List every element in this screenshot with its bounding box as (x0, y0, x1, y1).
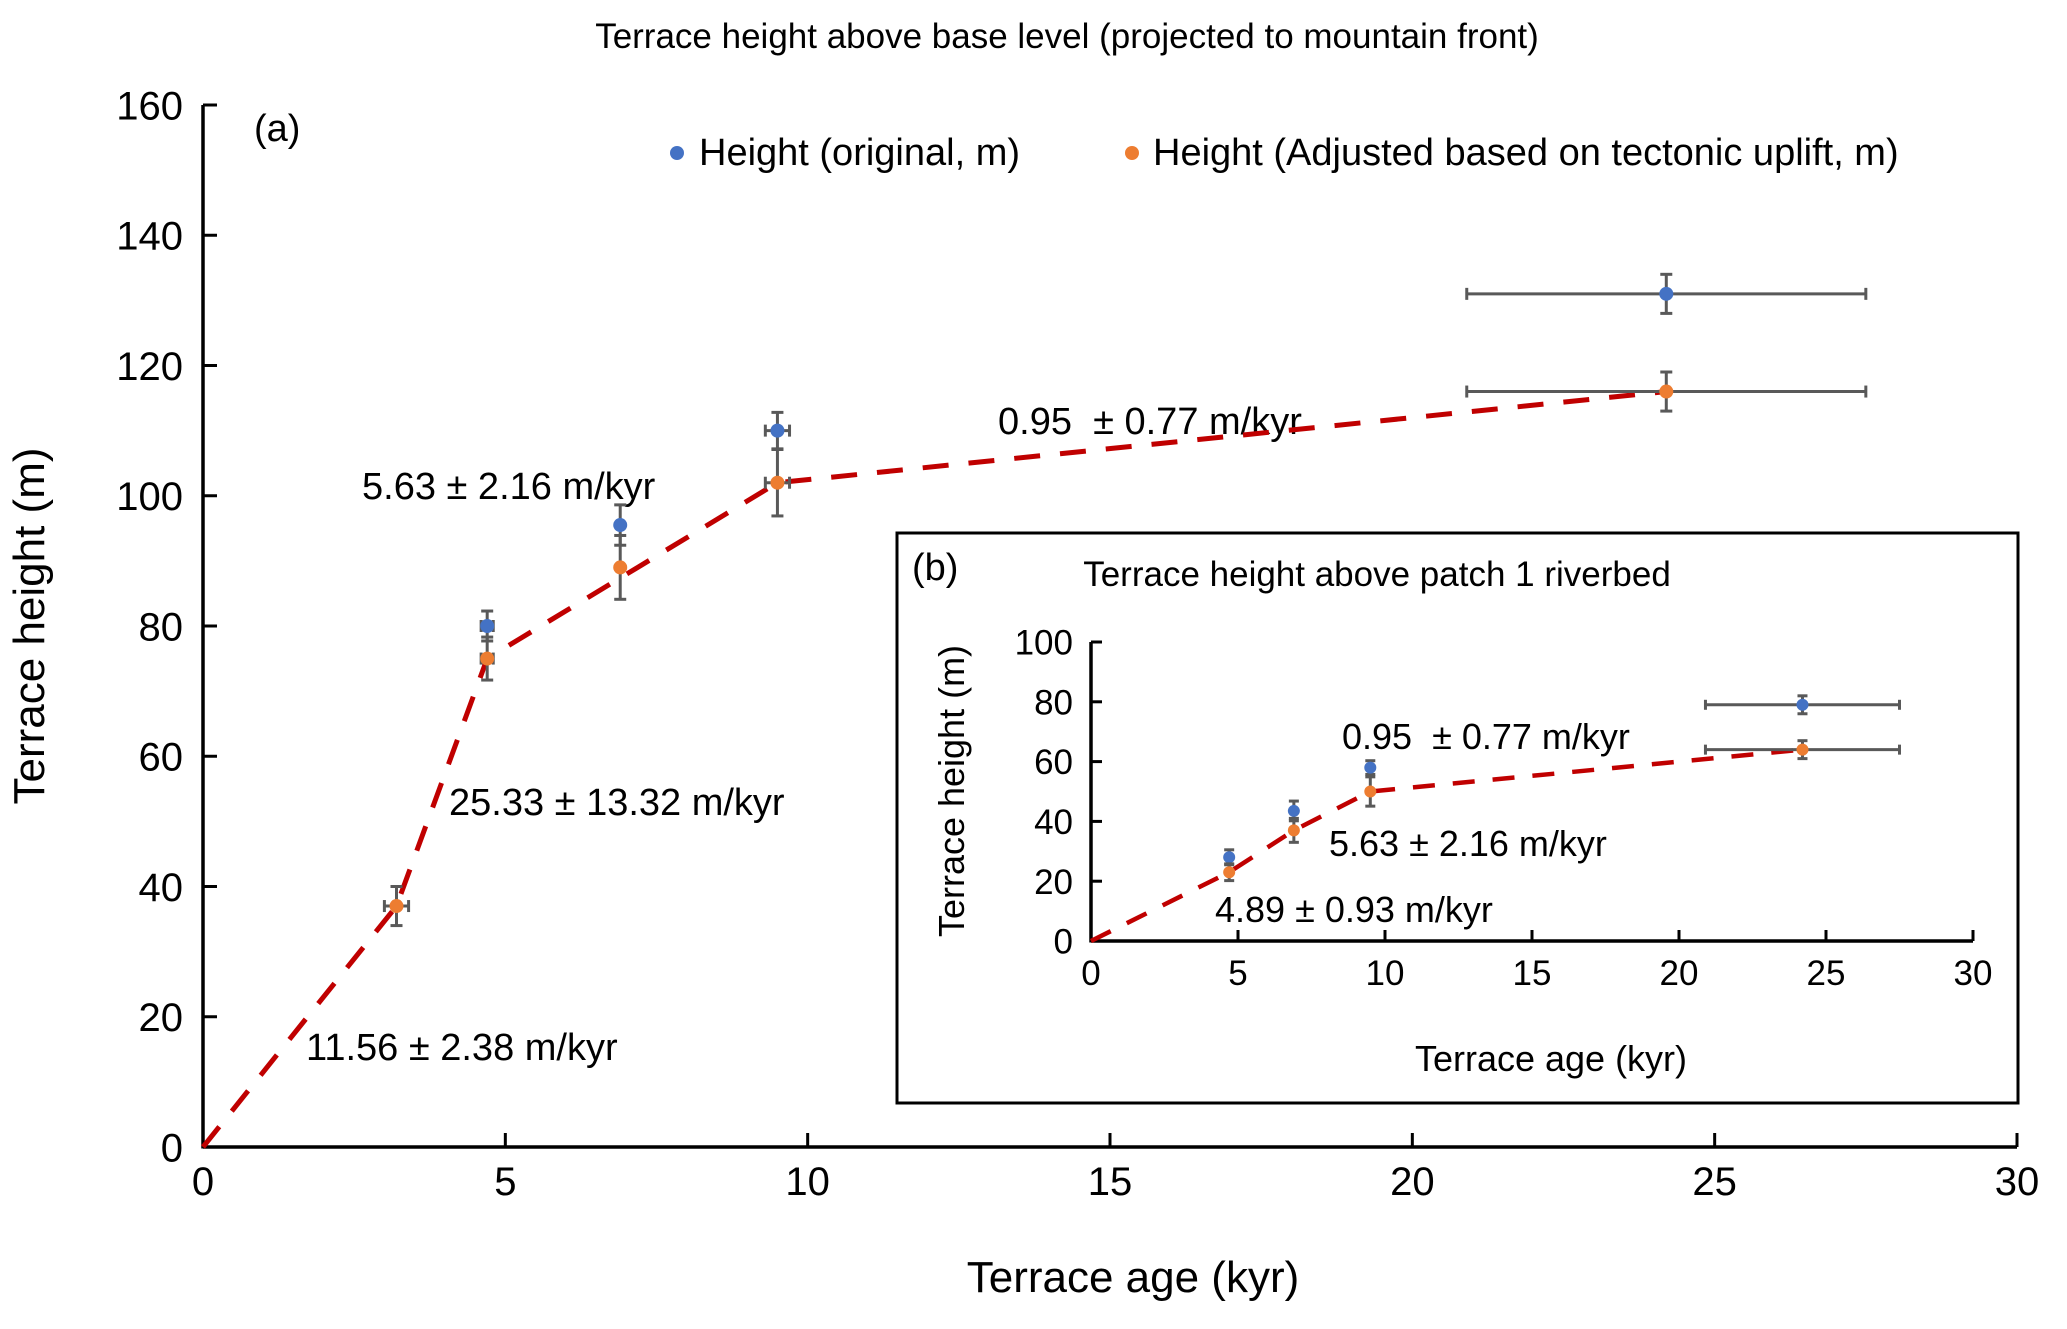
panel-label-b: (b) (912, 547, 958, 589)
y-tick-label-a: 120 (116, 345, 183, 389)
rate-annotation-b-1: 5.63 ± 2.16 m/kyr (1329, 823, 1607, 864)
legend-label-original: Height (original, m) (699, 132, 1020, 174)
data-point-original (770, 423, 785, 438)
rate-annotation-b-2: 4.89 ± 0.93 m/kyr (1215, 889, 1493, 930)
x-tick-label-a: 15 (1088, 1160, 1133, 1204)
trend-segment-b (1089, 747, 1803, 944)
data-point-adjusted (1287, 824, 1300, 837)
panel-label-a: (a) (254, 108, 300, 150)
rate-annotation-a-0: 11.56 ± 2.38 m/kyr (306, 1027, 618, 1069)
data-point-original (1223, 851, 1236, 864)
data-point-adjusted (480, 651, 495, 666)
chart-title-b: Terrace height above patch 1 riverbed (1083, 555, 1671, 594)
trend-line-b (1089, 747, 1803, 944)
axes-b: 0 5 10 15 20 25 30 0 20 40 60 80 100 (1015, 624, 1993, 993)
y-tick-label-a: 60 (139, 736, 184, 780)
data-point-original (613, 518, 628, 533)
x-tick-label-b: 5 (1228, 954, 1247, 993)
y-tick-label-b: 60 (1034, 743, 1073, 782)
x-tick-label-b: 30 (1954, 954, 1993, 993)
x-tick-label-b: 25 (1807, 954, 1846, 993)
y-tick-label-a: 100 (116, 475, 183, 519)
y-tick-label-a: 0 (161, 1126, 183, 1170)
y-tick-label-a: 140 (116, 215, 183, 259)
x-tick-label-b: 20 (1660, 954, 1699, 993)
y-tick-label-b: 0 (1054, 923, 1073, 962)
data-point-adjusted (1659, 384, 1674, 399)
y-tick-label-b: 20 (1034, 863, 1073, 902)
data-point-adjusted (770, 475, 785, 490)
y-tick-label-a: 80 (139, 605, 184, 649)
data-point-adjusted (613, 560, 628, 575)
x-tick-label-a: 5 (494, 1160, 516, 1204)
data-point-original (1659, 286, 1674, 301)
y-tick-label-b: 100 (1015, 624, 1073, 663)
y-tick-label-a: 20 (139, 996, 184, 1040)
legend-label-adjusted: Height (Adjusted based on tectonic uplif… (1153, 132, 1899, 174)
chart-title-a: Terrace height above base level (project… (595, 17, 1539, 56)
data-points-a (382, 272, 1868, 928)
y-tick-label-a: 40 (139, 866, 184, 910)
data-point-adjusted (1796, 743, 1809, 756)
inset-frame (895, 531, 2020, 1105)
y-axis-label-b: Terrace height (m) (931, 645, 972, 937)
data-point-adjusted (1364, 785, 1377, 798)
rate-annotation-a-3: 0.95 ± 0.77 m/kyr (998, 401, 1302, 443)
rate-annotation-a-2: 5.63 ± 2.16 m/kyr (362, 466, 656, 508)
x-tick-label-b: 10 (1366, 954, 1405, 993)
rate-annotation-b-0: 0.95 ± 0.77 m/kyr (1342, 716, 1630, 757)
data-points-b (1223, 694, 1901, 883)
data-point-original (480, 619, 495, 633)
y-axis-label-a: Terrace height (m) (5, 447, 54, 804)
x-tick-label-b: 0 (1081, 954, 1100, 993)
y-tick-label-a: 160 (116, 84, 183, 128)
x-tick-label-a: 0 (192, 1160, 214, 1204)
data-point-adjusted (1223, 866, 1236, 879)
y-tick-label-b: 80 (1034, 683, 1073, 722)
data-point-original (1364, 761, 1377, 774)
legend-marker-original (670, 146, 684, 160)
data-point-original (1287, 804, 1300, 817)
x-axis-label-a: Terrace age (kyr) (967, 1253, 1300, 1302)
data-point-original (1796, 698, 1809, 711)
x-tick-label-a: 10 (785, 1160, 830, 1204)
x-tick-label-b: 15 (1513, 954, 1552, 993)
legend-marker-adjusted (1125, 146, 1139, 160)
rate-annotation-a-1: 25.33 ± 13.32 m/kyr (449, 782, 785, 824)
data-point-adjusted (389, 899, 404, 914)
legend: Height (original, m) Height (Adjusted ba… (670, 132, 1899, 174)
x-tick-label-a: 30 (1995, 1160, 2040, 1204)
y-tick-label-b: 40 (1034, 803, 1073, 842)
x-axis-label-b: Terrace age (kyr) (1415, 1038, 1687, 1079)
x-tick-label-a: 25 (1692, 1160, 1737, 1204)
x-tick-label-a: 20 (1390, 1160, 1435, 1204)
